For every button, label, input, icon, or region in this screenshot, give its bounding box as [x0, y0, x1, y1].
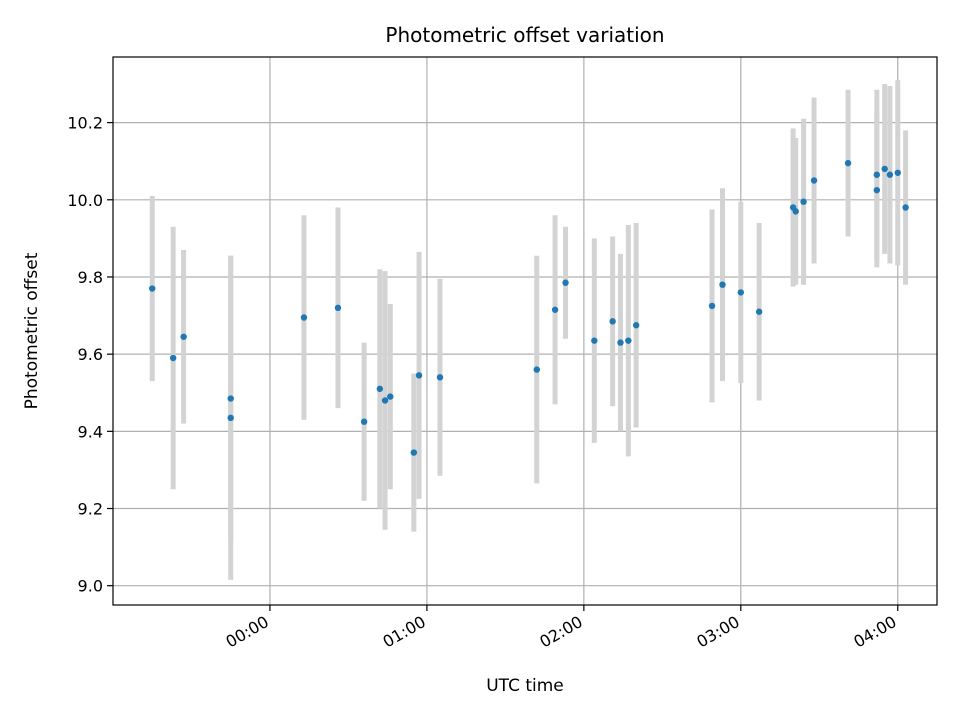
data-point [609, 318, 616, 325]
data-point [591, 337, 598, 344]
data-point [886, 171, 894, 178]
data-point [755, 308, 763, 315]
data-point [381, 397, 389, 404]
y-tick-label: 9.4 [78, 422, 103, 441]
data-point [300, 314, 308, 321]
plot-frame [112, 56, 938, 606]
data-point [227, 395, 234, 402]
chart-title: Photometric offset variation [385, 23, 664, 47]
data-point [334, 304, 342, 312]
data-point [180, 333, 187, 340]
y-axis: 9.0 9.2 9.4 9.6 9.8 10.0 10.2 [67, 114, 113, 596]
data-point [737, 289, 745, 296]
data-point [902, 204, 909, 211]
data-point [873, 171, 881, 178]
data-point [169, 354, 177, 362]
data-point [844, 159, 852, 167]
data-point [810, 177, 818, 184]
y-tick-label: 10.2 [67, 114, 103, 133]
y-tick-label: 9.2 [78, 500, 103, 519]
data-point [708, 302, 716, 310]
data-point [227, 414, 234, 422]
data-points [149, 159, 909, 456]
grid [113, 57, 937, 605]
data-point [632, 322, 640, 329]
data-point [415, 372, 423, 379]
data-point [360, 418, 368, 425]
data-point [617, 339, 624, 346]
data-point [436, 374, 444, 381]
data-point [873, 186, 881, 194]
data-point [881, 165, 888, 173]
data-point [533, 366, 540, 373]
y-tick-label: 9.6 [78, 345, 103, 364]
y-tick-label: 10.0 [67, 191, 103, 210]
data-point [149, 285, 156, 292]
y-tick-label: 9.8 [78, 268, 103, 287]
data-point [387, 393, 394, 400]
y-axis-title: Photometric offset [22, 252, 42, 409]
data-point [792, 208, 799, 215]
x-axis-title: UTC time [486, 676, 564, 696]
data-point [719, 281, 726, 288]
data-point [894, 169, 901, 176]
data-point [376, 385, 384, 393]
data-point [551, 306, 559, 313]
data-point [562, 279, 569, 286]
data-point [800, 198, 807, 205]
data-point [625, 337, 632, 344]
y-tick-label: 9.0 [78, 577, 103, 596]
data-point [410, 449, 418, 456]
